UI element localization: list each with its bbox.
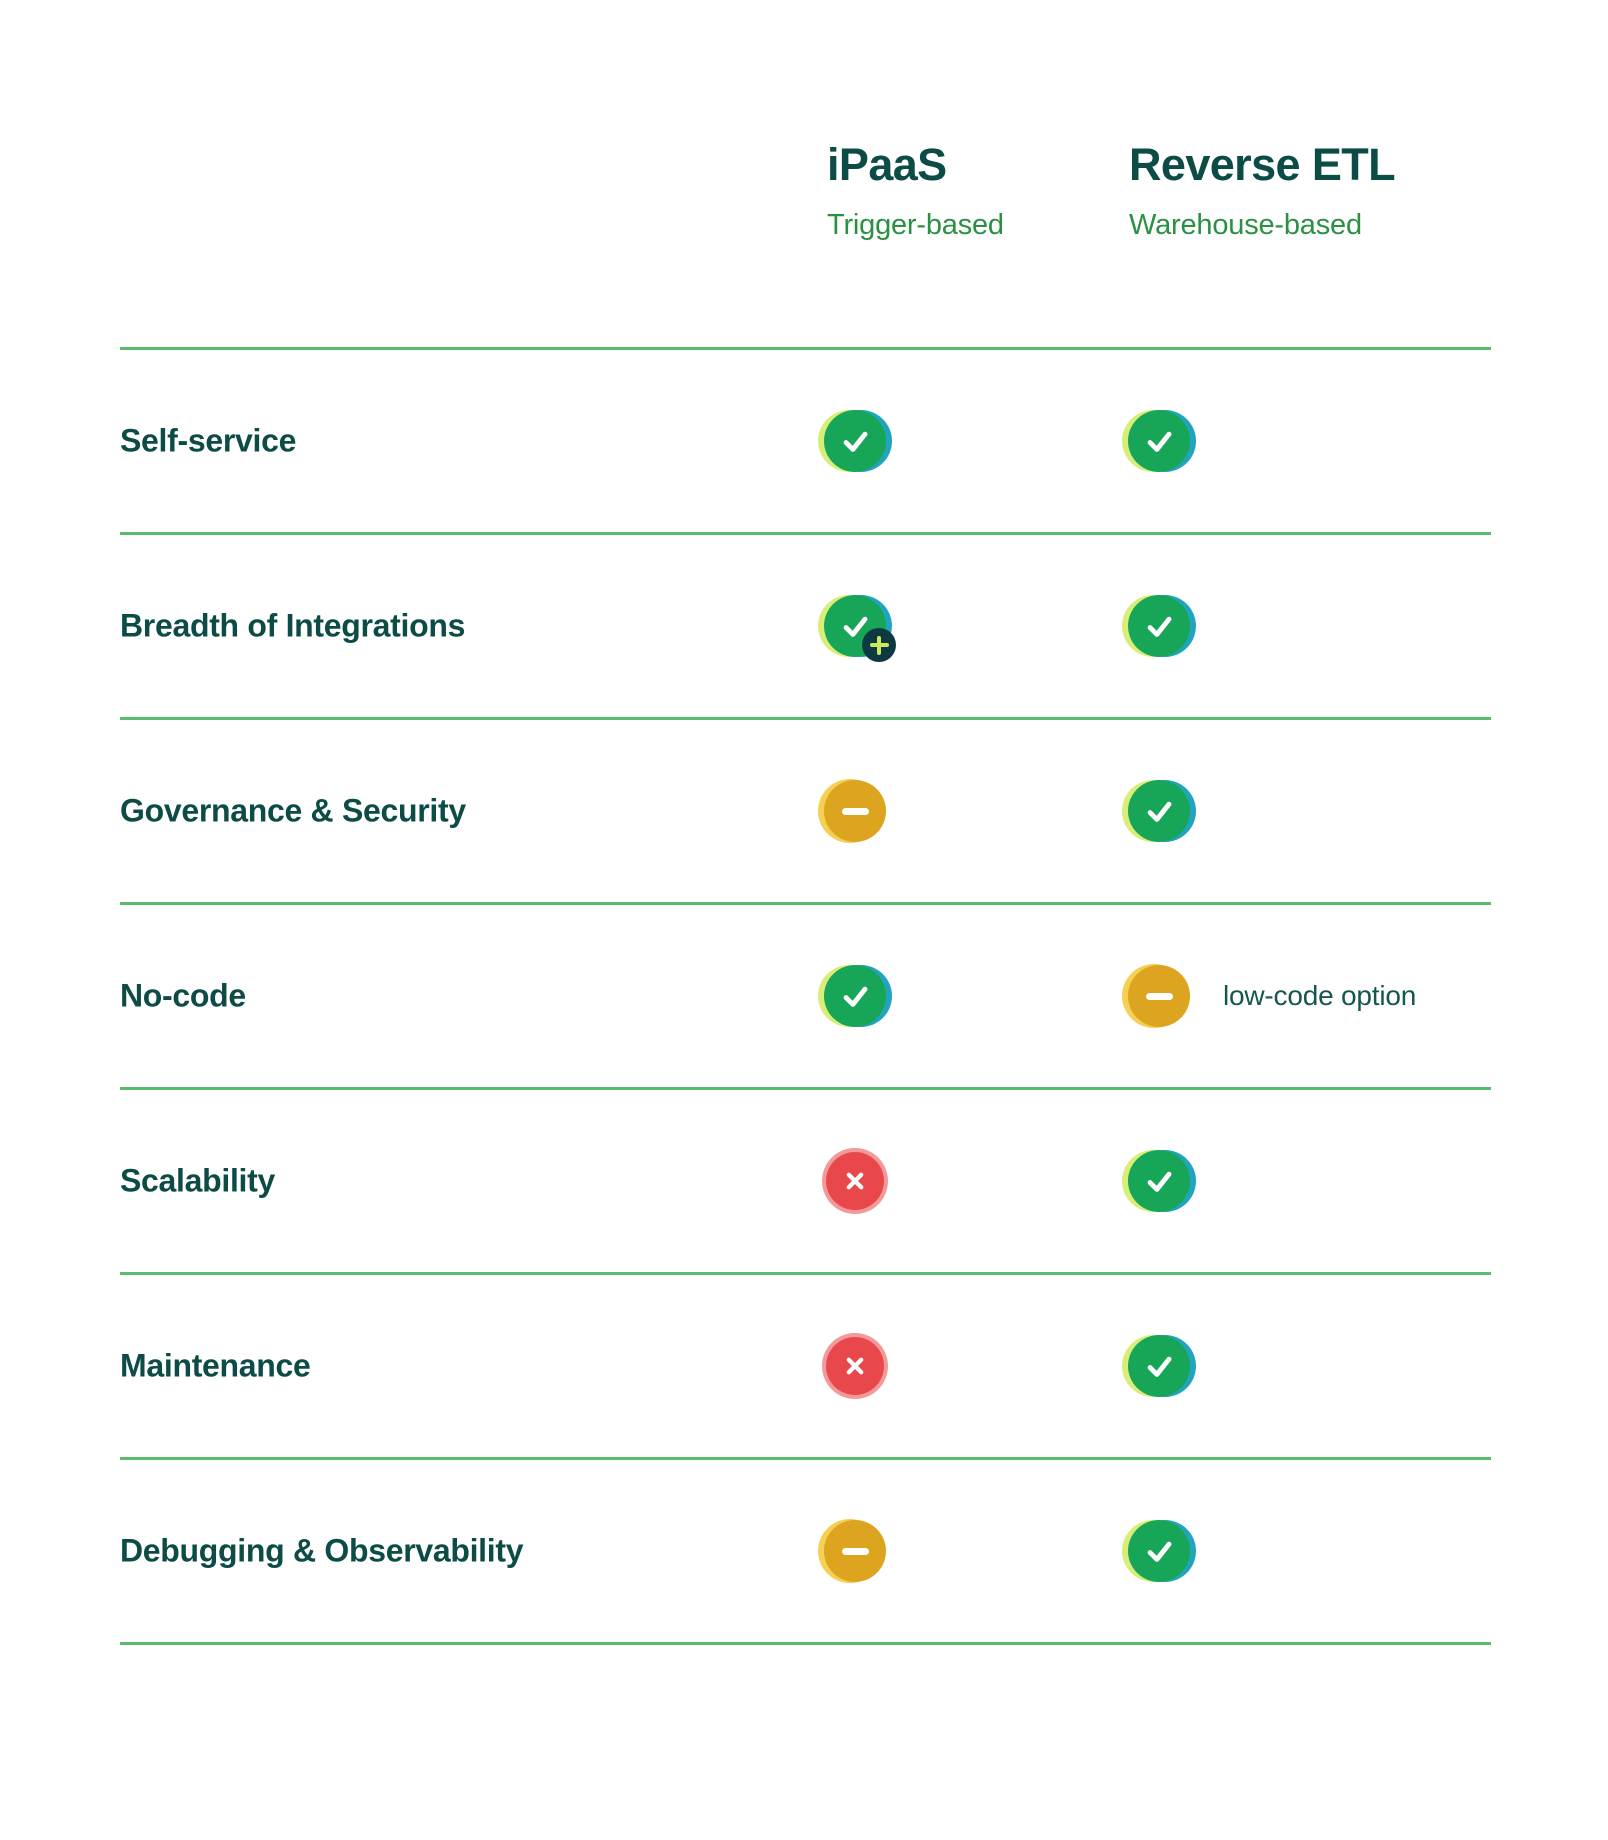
column-subtitle-ipaas: Trigger-based <box>827 209 1004 241</box>
ipaas-cell <box>818 778 888 844</box>
minus-icon <box>818 1518 888 1584</box>
check-icon <box>1122 1148 1196 1214</box>
column-title-reverse-etl: Reverse ETL <box>1129 139 1396 190</box>
table-row: Debugging & Observability <box>120 1457 1491 1645</box>
icon-circle-red <box>826 1337 884 1395</box>
check-glyph <box>1147 431 1172 452</box>
check-icon <box>1122 408 1196 474</box>
plus-glyph-bar <box>876 635 882 655</box>
cross-glyph <box>846 1172 864 1190</box>
check-icon <box>1122 778 1196 844</box>
icon-circle-green <box>824 410 886 472</box>
row-label: Maintenance <box>120 1347 311 1384</box>
check-glyph <box>843 986 868 1007</box>
icon-circle-green <box>1128 780 1190 842</box>
icon-circle-amber <box>824 780 886 842</box>
icon-circle-green <box>1128 410 1190 472</box>
table-row: Self-service <box>120 347 1491 532</box>
table-row: Maintenance <box>120 1272 1491 1457</box>
check-glyph <box>1147 616 1172 637</box>
icon-circle-green <box>1128 1520 1190 1582</box>
cross-glyph <box>846 1357 864 1375</box>
ipaas-cell <box>818 1518 888 1584</box>
icon-circle-green <box>1128 595 1190 657</box>
minus-icon <box>818 778 888 844</box>
retl-cell <box>1122 593 1196 659</box>
retl-cell <box>1122 1333 1196 1399</box>
ipaas-cell <box>822 1148 888 1214</box>
check-icon <box>1122 593 1196 659</box>
check-glyph <box>1147 1171 1172 1192</box>
retl-cell <box>1122 1148 1196 1214</box>
comparison-table: Self-service Breadth of Integrations Gover… <box>120 347 1491 1645</box>
header-column-reverse-etl: Reverse ETL Warehouse-based <box>1129 139 1396 241</box>
minus-glyph <box>1145 992 1173 1000</box>
check-glyph <box>1147 801 1172 822</box>
retl-cell <box>1122 408 1196 474</box>
column-title-ipaas: iPaaS <box>827 139 947 190</box>
check-icon <box>818 408 892 474</box>
row-label: Scalability <box>120 1162 275 1199</box>
low-code-note: low-code option <box>1223 980 1417 1011</box>
check-plus-icon <box>818 593 896 662</box>
check-glyph <box>1147 1541 1172 1562</box>
check-icon <box>818 963 892 1029</box>
check-glyph <box>1147 1356 1172 1377</box>
retl-cell <box>1122 778 1196 844</box>
ipaas-cell <box>822 1333 888 1399</box>
icon-circle-green <box>824 965 886 1027</box>
row-label: Self-service <box>120 422 297 459</box>
retl-cell: low-code option <box>1122 963 1417 1029</box>
header-column-ipaas: iPaaS Trigger-based <box>827 142 1004 240</box>
cross-icon <box>822 1148 888 1214</box>
ipaas-cell <box>818 963 892 1029</box>
check-icon <box>1122 1518 1196 1584</box>
column-subtitle-reverse-etl: Warehouse-based <box>1129 209 1362 241</box>
check-icon <box>1122 1333 1196 1399</box>
row-label: No-code <box>120 977 246 1014</box>
ipaas-cell <box>818 593 896 662</box>
table-row: Scalability <box>120 1087 1491 1272</box>
retl-cell <box>1122 1518 1196 1584</box>
table-row: No-code low-code option <box>120 902 1491 1087</box>
row-label: Governance & Security <box>120 792 466 829</box>
minus-glyph <box>841 807 869 815</box>
plus-badge-icon <box>862 628 896 662</box>
minus-glyph <box>841 1547 869 1555</box>
row-label: Breadth of Integrations <box>120 607 466 644</box>
icon-circle-green <box>1128 1335 1190 1397</box>
minus-icon <box>1122 963 1192 1029</box>
icon-circle-red <box>826 1152 884 1210</box>
cross-icon <box>822 1333 888 1399</box>
check-glyph <box>843 616 868 637</box>
ipaas-cell <box>818 408 892 474</box>
row-label: Debugging & Observability <box>120 1532 524 1569</box>
icon-circle-amber <box>824 1520 886 1582</box>
table-row: Governance & Security <box>120 717 1491 902</box>
icon-circle-amber <box>1128 965 1190 1027</box>
table-row: Breadth of Integrations <box>120 532 1491 717</box>
icon-circle-green <box>1128 1150 1190 1212</box>
check-glyph <box>843 431 868 452</box>
